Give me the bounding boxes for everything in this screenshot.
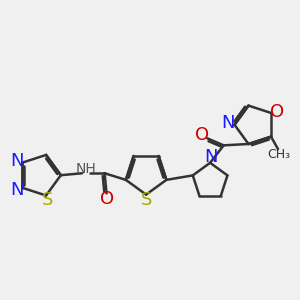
Text: N: N	[204, 148, 218, 166]
Text: N: N	[222, 114, 235, 132]
Text: S: S	[140, 191, 152, 209]
Text: O: O	[270, 103, 284, 121]
Text: O: O	[195, 126, 209, 144]
Text: O: O	[100, 190, 114, 208]
Text: NH: NH	[75, 162, 96, 176]
Text: S: S	[42, 191, 53, 209]
Text: N: N	[10, 152, 23, 170]
Text: CH₃: CH₃	[267, 148, 290, 160]
Text: N: N	[10, 181, 23, 199]
